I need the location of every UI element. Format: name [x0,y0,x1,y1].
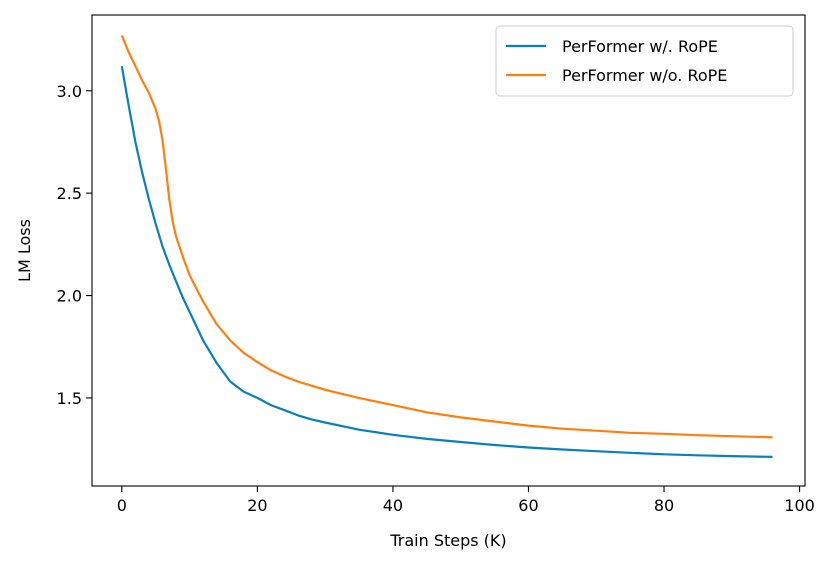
legend: PerFormer w/. RoPE PerFormer w/o. RoPE [495,25,794,97]
x-tick-label: 20 [247,496,267,515]
y-tick-label: 3.0 [57,82,82,101]
x-axis-label: Train Steps (K) [389,531,506,550]
legend-label: PerFormer w/. RoPE [562,37,718,56]
y-axis-ticks: 1.5 2.0 2.5 3.0 [57,82,92,408]
legend-box [495,25,794,97]
x-tick-label: 100 [784,496,815,515]
legend-label: PerFormer w/o. RoPE [562,66,727,85]
y-tick-label: 1.5 [57,389,82,408]
y-tick-label: 2.5 [57,184,82,203]
x-tick-label: 80 [654,496,674,515]
plot-frame [91,14,806,487]
y-tick-label: 2.0 [57,287,82,306]
x-axis-ticks: 0 20 40 60 80 100 [117,486,815,515]
x-tick-label: 60 [518,496,538,515]
series-line-2 [120,35,773,439]
y-axis-label: LM Loss [15,219,34,282]
series-line-1 [120,66,773,458]
series-lines [120,35,773,458]
x-tick-label: 0 [117,496,127,515]
x-tick-label: 40 [383,496,403,515]
